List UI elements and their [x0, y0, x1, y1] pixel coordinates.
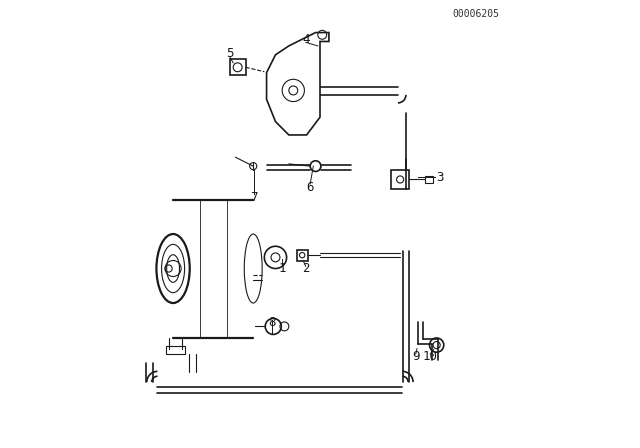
Bar: [391, 170, 409, 189]
Text: 8: 8: [269, 316, 276, 329]
Bar: [424, 176, 433, 183]
Polygon shape: [267, 33, 329, 135]
Text: 9: 9: [412, 350, 419, 363]
Text: 10: 10: [423, 350, 438, 363]
Bar: [166, 346, 185, 354]
Text: 4: 4: [302, 33, 310, 46]
Text: 2: 2: [302, 262, 310, 275]
Text: 00006205: 00006205: [452, 9, 499, 19]
Text: 7: 7: [250, 191, 258, 204]
Bar: [297, 250, 308, 260]
Text: 6: 6: [307, 181, 314, 194]
Bar: [230, 59, 246, 75]
Text: 1: 1: [278, 262, 286, 275]
Text: 5: 5: [227, 47, 234, 60]
Ellipse shape: [156, 234, 189, 303]
Text: 3: 3: [436, 171, 444, 184]
